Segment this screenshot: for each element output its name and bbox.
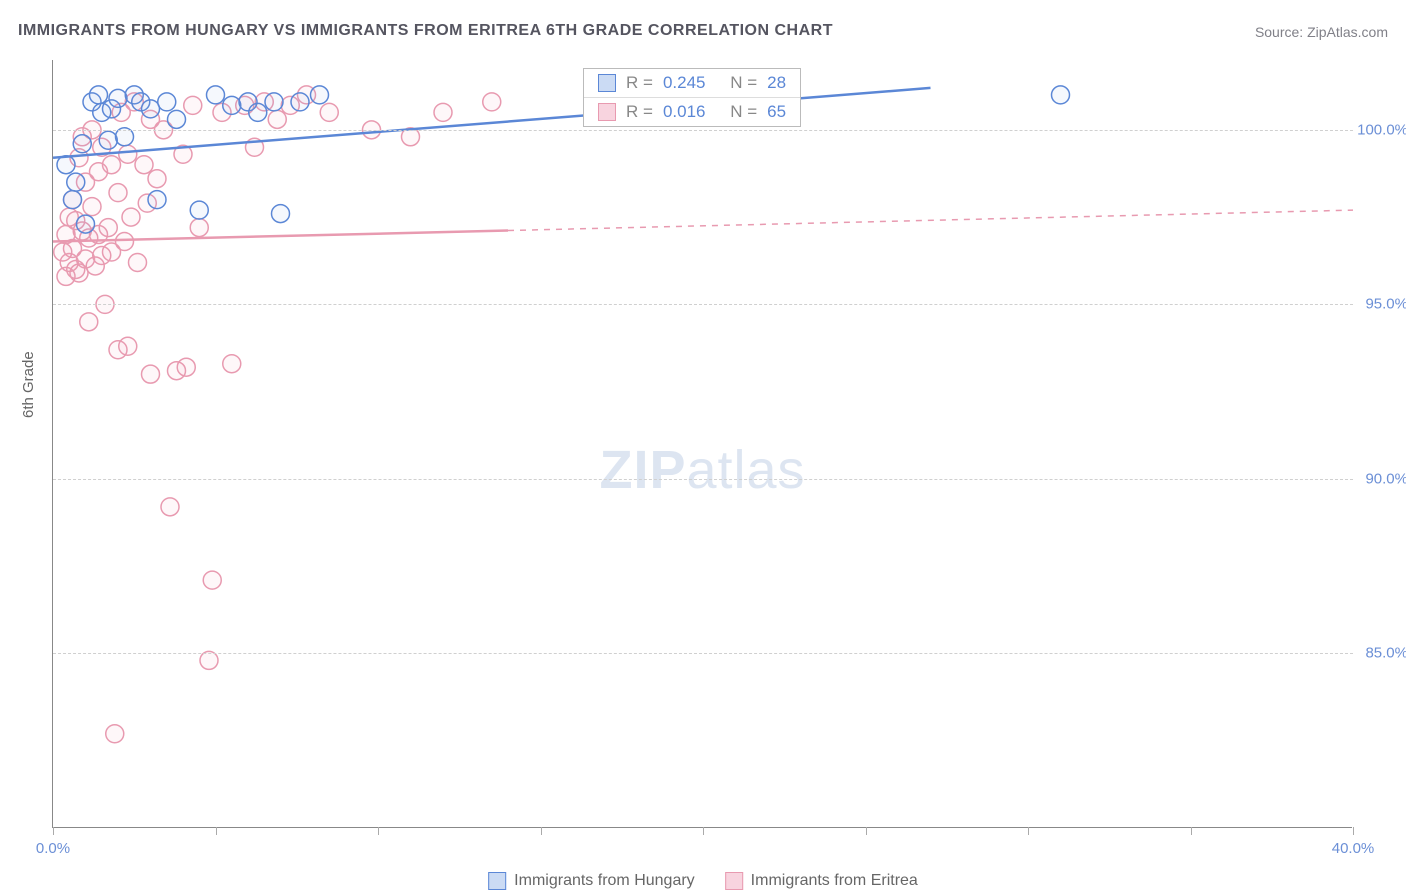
data-point xyxy=(99,219,117,237)
stat-row-eritrea: R = 0.016 N = 65 xyxy=(584,98,800,126)
data-point xyxy=(142,365,160,383)
y-tick-label: 85.0% xyxy=(1365,645,1406,662)
data-point xyxy=(223,96,241,114)
data-point xyxy=(99,131,117,149)
trend-line-dashed xyxy=(508,210,1353,230)
data-point xyxy=(122,208,140,226)
stat-r-prefix: R = xyxy=(626,73,653,93)
source-prefix: Source: xyxy=(1255,24,1307,40)
y-tick-label: 90.0% xyxy=(1365,470,1406,487)
source-value: ZipAtlas.com xyxy=(1307,24,1388,40)
data-point xyxy=(291,93,309,111)
y-tick-label: 100.0% xyxy=(1357,121,1406,138)
chart-title: IMMIGRANTS FROM HUNGARY VS IMMIGRANTS FR… xyxy=(18,22,833,40)
data-point xyxy=(142,100,160,118)
legend-swatch-hungary xyxy=(488,872,506,890)
legend-item-hungary: Immigrants from Hungary xyxy=(488,872,695,890)
stat-row-hungary: R = 0.245 N = 28 xyxy=(584,69,800,98)
x-tick xyxy=(1353,827,1354,835)
data-point xyxy=(148,170,166,188)
data-point xyxy=(190,201,208,219)
grid-line xyxy=(53,130,1353,131)
x-tick xyxy=(1028,827,1029,835)
stat-n-prefix: N = xyxy=(730,102,757,122)
x-tick xyxy=(378,827,379,835)
data-point xyxy=(106,725,124,743)
data-point xyxy=(203,571,221,589)
data-point xyxy=(73,135,91,153)
stat-r-eritrea: 0.016 xyxy=(663,102,706,122)
x-tick-label-left: 0.0% xyxy=(36,840,70,857)
data-point xyxy=(483,93,501,111)
grid-line xyxy=(53,479,1353,480)
data-point xyxy=(64,191,82,209)
grid-line xyxy=(53,304,1353,305)
data-point xyxy=(311,86,329,104)
x-tick xyxy=(866,827,867,835)
data-point xyxy=(135,156,153,174)
data-point xyxy=(77,215,95,233)
x-tick xyxy=(541,827,542,835)
data-point xyxy=(103,156,121,174)
legend-label-eritrea: Immigrants from Eritrea xyxy=(751,872,918,890)
plot-area: ZIPatlas R = 0.245 N = 28 R = 0.016 N = … xyxy=(52,60,1352,828)
data-point xyxy=(119,337,137,355)
data-point xyxy=(320,103,338,121)
data-point xyxy=(83,198,101,216)
data-point xyxy=(190,219,208,237)
data-point xyxy=(161,498,179,516)
data-point xyxy=(119,145,137,163)
stat-n-eritrea: 65 xyxy=(767,102,786,122)
data-point xyxy=(1052,86,1070,104)
data-point xyxy=(184,96,202,114)
data-point xyxy=(109,89,127,107)
x-tick-label-right: 40.0% xyxy=(1332,840,1375,857)
x-tick xyxy=(216,827,217,835)
data-point xyxy=(148,191,166,209)
stat-n-hungary: 28 xyxy=(767,73,786,93)
y-axis-label: 6th Grade xyxy=(20,351,37,418)
legend-item-eritrea: Immigrants from Eritrea xyxy=(725,872,918,890)
data-point xyxy=(434,103,452,121)
stat-r-hungary: 0.245 xyxy=(663,73,706,93)
y-tick-label: 95.0% xyxy=(1365,296,1406,313)
legend-swatch-eritrea xyxy=(725,872,743,890)
stat-n-prefix: N = xyxy=(730,73,757,93)
data-point xyxy=(272,205,290,223)
correlation-chart: IMMIGRANTS FROM HUNGARY VS IMMIGRANTS FR… xyxy=(0,0,1406,892)
swatch-eritrea xyxy=(598,103,616,121)
data-point xyxy=(67,173,85,191)
data-point xyxy=(268,110,286,128)
source-attribution: Source: ZipAtlas.com xyxy=(1255,24,1388,40)
data-point xyxy=(116,233,134,251)
data-point xyxy=(249,103,267,121)
data-point xyxy=(207,86,225,104)
data-point xyxy=(158,93,176,111)
data-point xyxy=(177,358,195,376)
x-tick xyxy=(1191,827,1192,835)
legend-label-hungary: Immigrants from Hungary xyxy=(514,872,695,890)
data-point xyxy=(223,355,241,373)
x-tick xyxy=(53,827,54,835)
data-point xyxy=(80,313,98,331)
data-point xyxy=(129,253,147,271)
correlation-stat-box: R = 0.245 N = 28 R = 0.016 N = 65 xyxy=(583,68,801,127)
legend: Immigrants from Hungary Immigrants from … xyxy=(488,872,918,890)
scatter-svg xyxy=(53,60,1353,828)
data-point xyxy=(168,110,186,128)
data-point xyxy=(90,86,108,104)
swatch-hungary xyxy=(598,74,616,92)
grid-line xyxy=(53,653,1353,654)
stat-r-prefix: R = xyxy=(626,102,653,122)
data-point xyxy=(265,93,283,111)
data-point xyxy=(109,184,127,202)
x-tick xyxy=(703,827,704,835)
